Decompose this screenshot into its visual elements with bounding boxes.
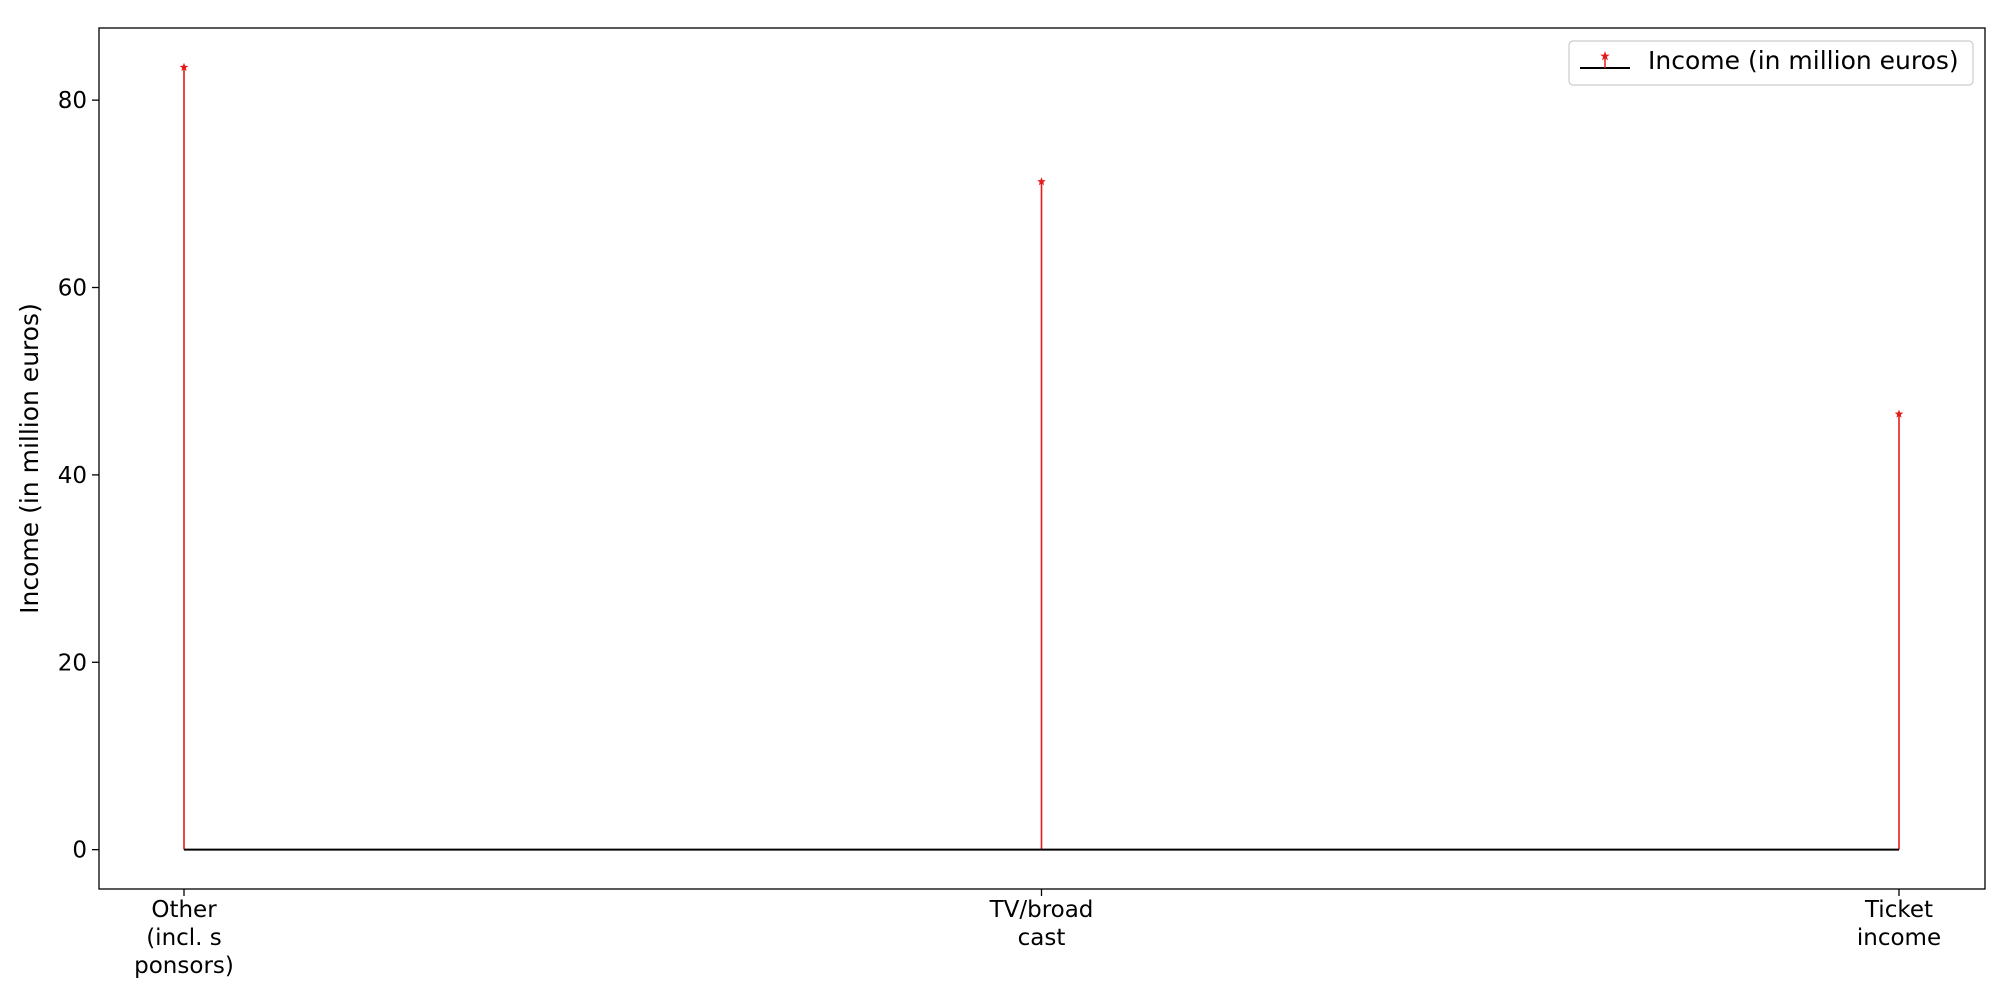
x-axis-ticks: Other (incl. s ponsors) TV/broad cast Ticket i… (134, 889, 1941, 979)
y-tick-label: 40 (58, 463, 87, 489)
legend-star-marker (1600, 51, 1610, 61)
y-tick-label: 0 (72, 838, 87, 864)
x-tick-label: Other (incl. s ponsors) (134, 897, 234, 979)
y-tick-label: 20 (58, 650, 87, 676)
legend-label: Income (in million euros) (1648, 46, 1959, 75)
y-tick-label: 80 (58, 88, 87, 114)
y-tick-label: 60 (58, 276, 87, 302)
stem-marker (1894, 409, 1904, 418)
stem-marker (179, 62, 189, 71)
legend: Income (in million euros) (1568, 40, 1974, 86)
x-tick-label: Ticket income (1857, 897, 1941, 951)
x-tick-label: TV/broad cast (989, 897, 1094, 951)
y-axis-title: Income (in million euros) (15, 303, 44, 614)
stem-marker (1037, 177, 1046, 186)
legend-box (1568, 40, 1974, 86)
y-axis-ticks: 0 20 40 60 80 (58, 88, 99, 864)
stem-series (179, 62, 1904, 851)
